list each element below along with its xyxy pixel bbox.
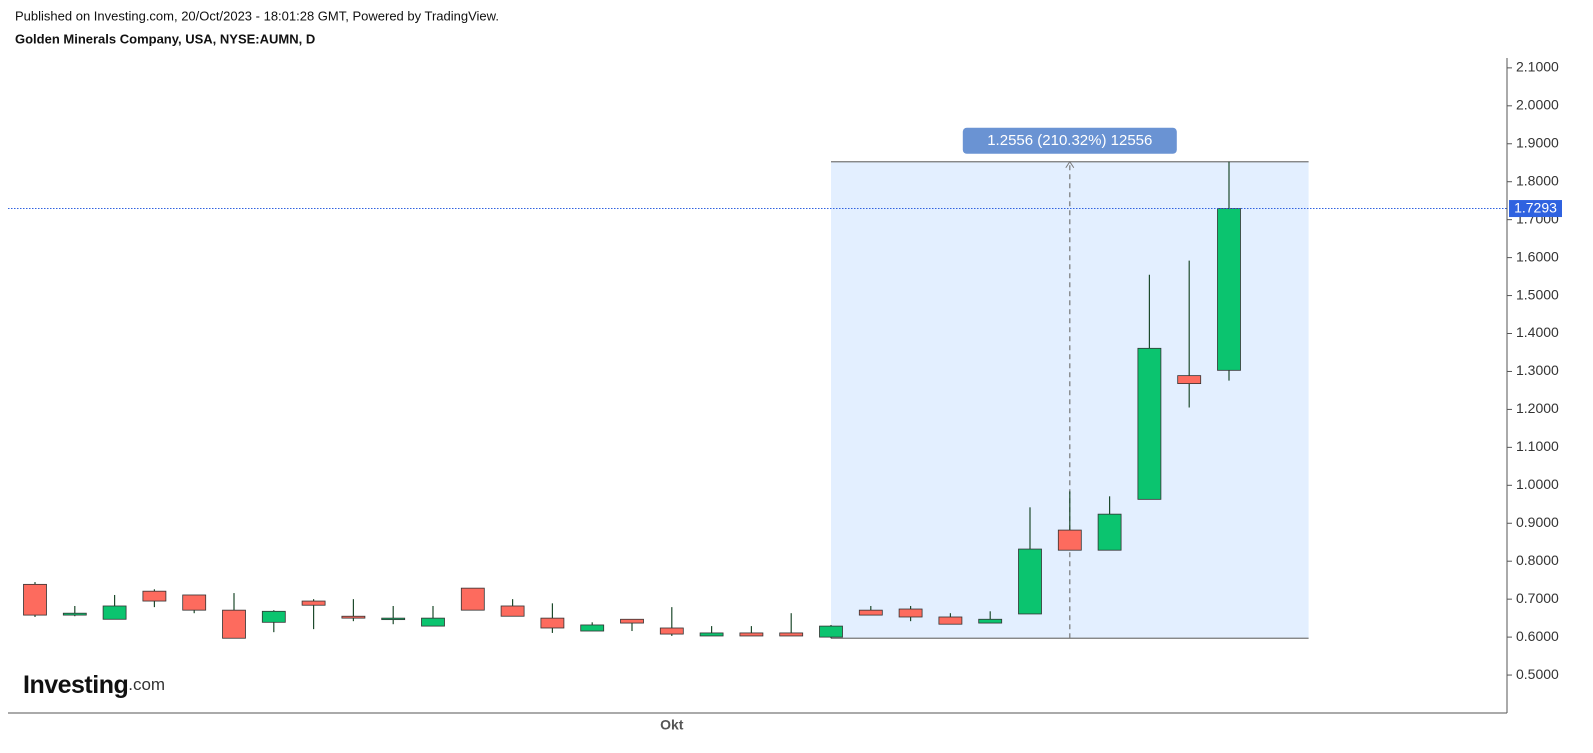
y-tick-label: 0.8000 [1516,552,1559,568]
y-tick-label: 1.2000 [1516,400,1559,416]
candle-body [182,594,207,611]
candle-body [341,615,366,619]
symbol-title: Golden Minerals Company, USA, NYSE:AUMN,… [15,31,315,46]
y-tick-label: 1.3000 [1516,362,1559,378]
candle-body [102,605,127,620]
candle-body [62,612,87,616]
y-tick-label: 0.5000 [1516,666,1559,682]
y-tick-label: 0.9000 [1516,514,1559,530]
last-price-tag [1509,200,1562,218]
candle-body [938,616,963,625]
candle-body [1057,529,1082,551]
y-tick-label: 1.8000 [1516,172,1559,188]
candle-body [819,625,843,638]
candle-body [978,618,1003,624]
y-tick-label: 1.0000 [1516,476,1559,492]
candle-body [1177,375,1202,385]
candle-body [739,632,764,637]
candle-body [261,610,286,623]
candle-body [142,590,167,602]
candle-body [460,587,485,611]
last-price-label: 1.7293 [1514,200,1557,216]
y-tick-label: 1.1000 [1516,438,1559,454]
logo: Investing.com [23,671,165,699]
candle-body [540,617,565,629]
candle-body [898,608,923,618]
candle-body [779,632,804,637]
logo-name: Investing [23,671,128,699]
y-tick-label: 2.0000 [1516,97,1559,113]
plot-area: 1.2556 (210.32%) 12556 0.5000 0.6000 0.7000… [8,58,1562,733]
candle-body [659,627,684,635]
y-tick-label: 1.9000 [1516,134,1559,150]
candle-body [1018,548,1042,615]
candle-body [301,600,326,606]
candle-body [1097,513,1122,551]
y-tick-label: 2.1000 [1516,59,1559,75]
candle-body [222,609,246,639]
y-tick-label: 1.6000 [1516,248,1559,264]
x-tick-label: Okt [660,717,684,733]
y-tick-label: 1.4000 [1516,324,1559,340]
y-tick-label: 0.6000 [1516,628,1559,644]
measure-arrowhead [1065,160,1075,169]
candle-body [858,609,883,616]
candle-body [500,605,525,617]
candle-body [699,632,724,637]
candle-body [620,618,644,624]
candle-body [23,583,47,616]
candle-body [1137,347,1162,500]
y-tick-label: 1.5000 [1516,286,1559,302]
candle-body [381,617,406,621]
measure-label-bg [962,127,1177,154]
measure-label: 1.2556 (210.32%) 12556 [987,132,1152,149]
candle-body [580,624,605,632]
candle-body [1217,208,1241,371]
logo-suffix: .com [128,675,165,694]
candle-body [421,617,445,627]
y-tick-label: 0.7000 [1516,590,1559,606]
published-note: Published on Investing.com, 20/Oct/2023 … [15,8,499,23]
